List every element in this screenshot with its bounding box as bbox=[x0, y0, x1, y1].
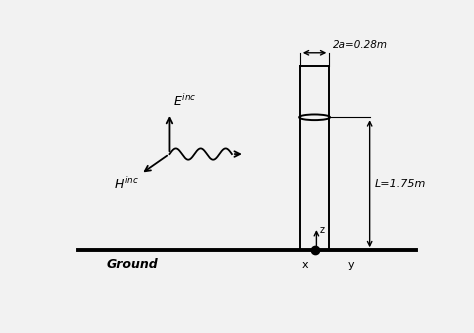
Text: L=1.75m: L=1.75m bbox=[375, 179, 427, 189]
Ellipse shape bbox=[299, 115, 330, 120]
Text: z: z bbox=[319, 225, 324, 235]
Text: $E^{inc}$: $E^{inc}$ bbox=[173, 93, 197, 109]
Text: y: y bbox=[348, 260, 355, 270]
Text: $H^{inc}$: $H^{inc}$ bbox=[114, 176, 139, 192]
Text: Ground: Ground bbox=[107, 258, 159, 271]
Text: x: x bbox=[302, 260, 309, 270]
Text: 2a=0.28m: 2a=0.28m bbox=[333, 40, 388, 50]
